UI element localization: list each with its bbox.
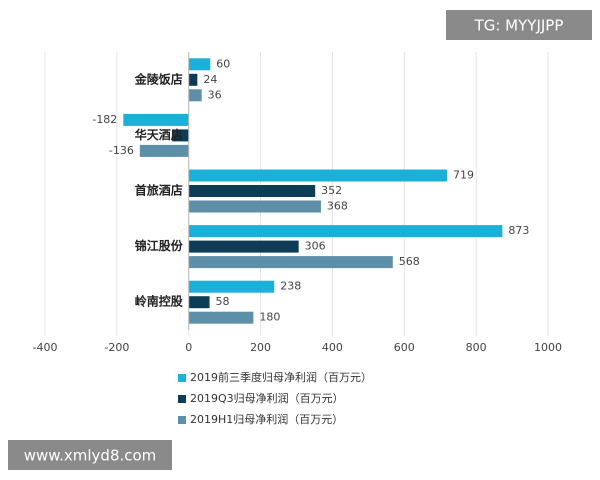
category-label: 首旅酒店 [135,183,183,198]
x-tick-label: -200 [104,341,129,354]
x-tick-label: 600 [394,341,415,354]
bar [188,280,275,293]
bar [188,73,198,86]
x-tick-label: 400 [322,341,343,354]
value-label: 58 [216,295,230,308]
category-label: 锦江股份 [135,238,184,253]
value-label: 180 [259,311,280,324]
legend-swatch [178,395,186,403]
legend-swatch [178,416,186,424]
value-label: 306 [305,240,326,253]
bar [188,311,254,324]
value-label: -136 [109,144,134,157]
bar [188,89,202,102]
bar [188,200,321,213]
value-label: 719 [453,169,474,182]
legend-label: 2019H1归母净利润（百万元） [190,412,343,426]
bar [188,256,393,269]
x-tick-label: 200 [250,341,271,354]
value-label: 24 [203,73,217,86]
category-label: 金陵饭店 [134,71,183,86]
bar [188,169,448,182]
bar [139,144,189,157]
bar [172,129,189,142]
value-label: 568 [399,255,420,268]
x-tick-label: 0 [185,341,192,354]
watermark-box [8,440,172,470]
bar [188,225,503,238]
x-tick-label: 800 [466,341,487,354]
category-label: 岭南控股 [135,294,184,309]
value-label: 368 [327,200,348,213]
bar [188,240,299,253]
value-label: 352 [321,184,342,197]
bar [188,296,210,309]
watermark: TG: MYYJJPP [474,17,564,35]
value-label: 873 [508,224,529,237]
x-tick-label: 1000 [534,341,562,354]
legend-label: 2019前三季度归母净利润（百万元） [190,370,372,384]
bar [123,113,189,126]
bar [188,58,211,71]
value-label: 238 [280,280,301,293]
value-label: -182 [92,113,117,126]
value-label: 36 [208,88,222,101]
legend-label: 2019Q3归母净利润（百万元） [190,391,344,405]
x-tick-label: -400 [33,341,58,354]
category-label: 华天酒店 [135,127,183,142]
bar [188,185,316,197]
watermark: www.xmlyd8.com [24,447,157,465]
value-label: 60 [216,57,230,70]
watermark-box [446,10,592,40]
legend-swatch [178,374,186,382]
